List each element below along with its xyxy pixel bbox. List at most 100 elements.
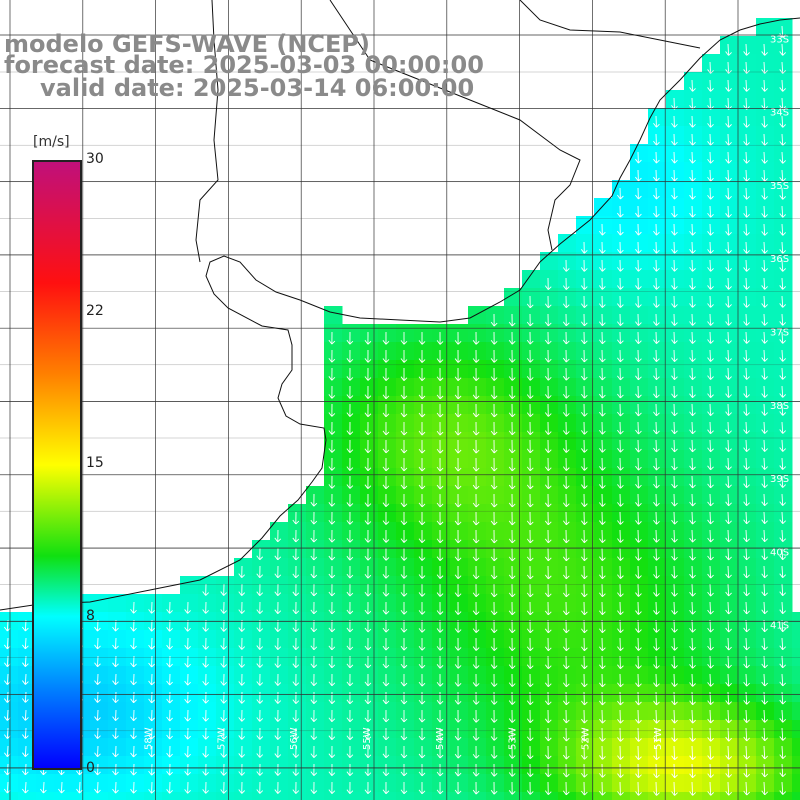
wind-cell: [756, 108, 775, 127]
wind-cell: [468, 576, 487, 595]
wind-cell: [702, 486, 721, 505]
wind-arrow: [707, 115, 714, 128]
wind-arrow: [346, 421, 354, 435]
wind-arrow: [94, 619, 101, 632]
wind-arrow: [526, 619, 534, 634]
wind-arrow: [544, 511, 552, 526]
wind-arrow: [382, 511, 390, 525]
wind-arrow: [508, 439, 516, 454]
wind-cell: [378, 522, 397, 541]
wind-arrow: [346, 457, 354, 471]
wind-arrow: [346, 763, 354, 777]
wind-cell: [774, 594, 793, 613]
wind-arrow: [436, 655, 444, 669]
wind-cell: [720, 666, 739, 685]
wind-cell: [450, 576, 469, 595]
wind-arrow: [707, 547, 714, 561]
wind-cell: [774, 702, 793, 721]
lon-label: 55W: [362, 727, 373, 750]
wind-cell: [738, 288, 757, 307]
wind-cell: [594, 198, 613, 217]
wind-arrow: [671, 727, 678, 742]
wind-arrow: [256, 745, 264, 758]
wind-arrow: [544, 727, 552, 742]
wind-arrow: [725, 565, 732, 579]
wind-cell: [378, 486, 397, 505]
wind-cell: [666, 486, 685, 505]
wind-arrow: [689, 277, 696, 290]
wind-cell: [702, 450, 721, 469]
wind-arrow: [490, 349, 498, 363]
wind-arrow: [725, 169, 732, 182]
wind-cell: [450, 504, 469, 523]
wind-arrow: [436, 673, 444, 687]
wind-arrow: [743, 385, 750, 398]
wind-cell: [108, 720, 127, 739]
wind-cell: [684, 594, 703, 613]
wind-arrow: [274, 547, 282, 561]
lat-label: 35S: [770, 181, 789, 192]
wind-cell: [666, 540, 685, 559]
wind-arrow: [707, 475, 714, 489]
wind-cell: [756, 216, 775, 235]
wind-arrow: [220, 583, 228, 596]
wind-cell: [702, 342, 721, 361]
wind-arrow: [364, 511, 372, 525]
wind-arrow: [148, 727, 155, 740]
wind-arrow: [382, 403, 390, 418]
wind-cell: [144, 702, 163, 721]
wind-arrow: [653, 205, 660, 218]
wind-cell: [432, 648, 451, 667]
wind-arrow: [526, 313, 534, 327]
wind-cell: [684, 126, 703, 145]
wind-cell: [522, 738, 541, 757]
wind-cell: [756, 198, 775, 217]
wind-cell: [774, 414, 793, 433]
wind-arrow: [562, 367, 570, 381]
wind-arrow: [382, 385, 390, 400]
wind-arrow: [562, 655, 570, 670]
wind-cell: [108, 756, 127, 775]
wind-cell: [414, 720, 433, 739]
wind-arrow: [328, 763, 336, 776]
wind-cell: [522, 558, 541, 577]
wind-cell: [540, 414, 559, 433]
wind-cell: [540, 756, 559, 775]
wind-arrow: [707, 619, 714, 633]
wind-cell: [540, 432, 559, 451]
wind-arrow: [707, 457, 714, 471]
wind-arrow: [617, 619, 624, 633]
wind-arrow: [725, 529, 732, 543]
wind-cell: [666, 630, 685, 649]
wind-cell: [684, 468, 703, 487]
wind-arrows: [3, 25, 787, 796]
wind-cell: [396, 648, 415, 667]
wind-cell: [306, 558, 325, 577]
wind-cell: [612, 378, 631, 397]
wind-cell: [486, 486, 505, 505]
wind-arrow: [310, 619, 318, 633]
wind-arrow: [184, 619, 191, 632]
wind-arrow: [22, 727, 29, 739]
wind-cell: [594, 666, 613, 685]
wind-cell: [792, 720, 800, 739]
wind-cell: [702, 576, 721, 595]
wind-cell: [216, 702, 235, 721]
wind-arrow: [599, 583, 606, 598]
wind-cell: [594, 630, 613, 649]
wind-arrow: [689, 151, 696, 164]
wind-arrow: [364, 691, 372, 705]
wind-arrow: [490, 637, 498, 651]
wind-arrow: [761, 565, 768, 579]
wind-arrow: [256, 637, 264, 650]
wind-cell: [468, 558, 487, 577]
wind-cell: [540, 540, 559, 559]
lon-label: 58W: [144, 727, 155, 750]
wind-arrow: [689, 619, 696, 633]
wind-cell: [234, 720, 253, 739]
wind-arrow: [599, 655, 606, 670]
wind-arrow: [653, 619, 660, 633]
wind-arrow: [328, 421, 336, 435]
wind-arrow: [382, 601, 390, 615]
